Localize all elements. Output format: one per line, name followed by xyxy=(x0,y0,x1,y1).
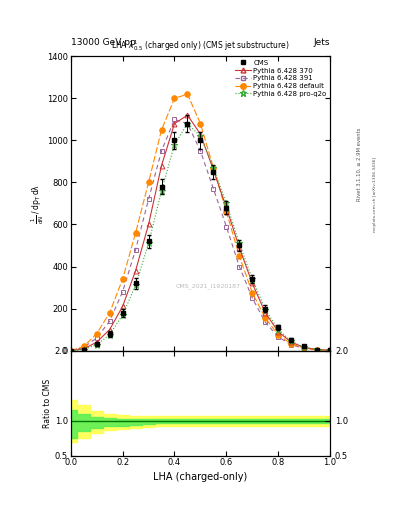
Text: LHA $\lambda^1_{0.5}$ (charged only) (CMS jet substructure): LHA $\lambda^1_{0.5}$ (charged only) (CM… xyxy=(111,38,290,53)
Legend: CMS, Pythia 6.428 370, Pythia 6.428 391, Pythia 6.428 default, Pythia 6.428 pro-: CMS, Pythia 6.428 370, Pythia 6.428 391,… xyxy=(234,58,328,98)
Y-axis label: Ratio to CMS: Ratio to CMS xyxy=(43,378,52,428)
Y-axis label: $\mathregular{\frac{1}{\mathrm{d}N}}$ $\mathregular{/ \, \mathrm{d}p_T \, \mathr: $\mathregular{\frac{1}{\mathrm{d}N}}$ $\… xyxy=(29,183,46,224)
Text: Rivet 3.1.10, ≥ 2.9M events: Rivet 3.1.10, ≥ 2.9M events xyxy=(357,127,362,201)
Text: 13000 GeV pp: 13000 GeV pp xyxy=(71,38,136,47)
Text: CMS_2021_I1920187: CMS_2021_I1920187 xyxy=(176,283,241,289)
Text: mcplots.cern.ch [arXiv:1306.3436]: mcplots.cern.ch [arXiv:1306.3436] xyxy=(373,157,377,232)
X-axis label: LHA (charged-only): LHA (charged-only) xyxy=(153,472,248,482)
Text: Jets: Jets xyxy=(314,38,330,47)
